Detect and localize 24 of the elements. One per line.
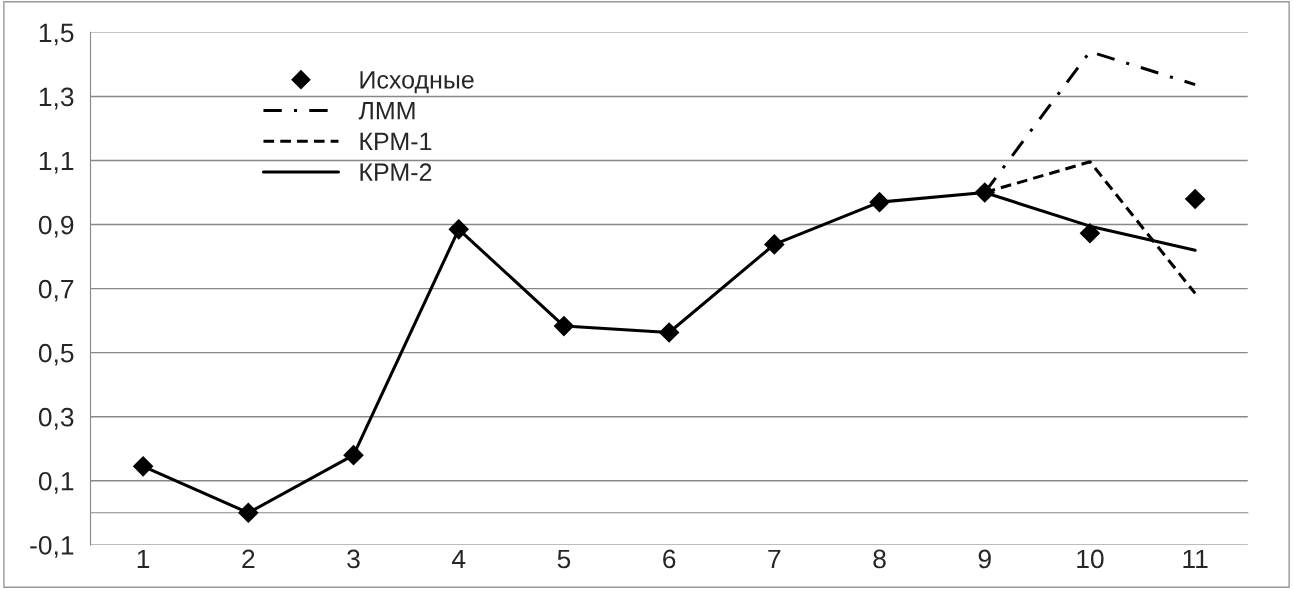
legend-label: КРМ-1: [360, 132, 432, 150]
y-tick-label: 0,9: [38, 215, 74, 238]
y-tick-label: 1,3: [39, 87, 74, 110]
x-tick-label: 5: [557, 549, 571, 569]
y-tick-label: -0,1: [30, 535, 74, 558]
x-tick-label: 9: [978, 549, 991, 569]
x-tick-label: 10: [1077, 549, 1104, 569]
y-tick-label: 0,7: [38, 279, 74, 302]
x-tick-label: 3: [347, 549, 360, 569]
legend-label: Исходные: [360, 71, 474, 94]
legend-label: ЛММ: [358, 101, 415, 120]
y-tick-label: 0,1: [38, 471, 74, 494]
y-tick-label: 1,5: [39, 23, 74, 46]
x-tick-label: 7: [768, 549, 781, 569]
y-tick-label: 0,3: [38, 407, 74, 430]
x-tick-label: 1: [137, 549, 150, 569]
y-tick-label: 1,1: [39, 151, 74, 174]
x-tick-label: 8: [873, 549, 886, 569]
x-tick-label: 2: [242, 549, 255, 569]
x-tick-label: 4: [451, 549, 466, 569]
x-tick-label: 6: [663, 549, 676, 569]
x-tick-label: 11: [1183, 549, 1208, 569]
y-tick-label: 0,5: [38, 343, 74, 366]
legend-label: КРМ-2: [360, 163, 432, 181]
